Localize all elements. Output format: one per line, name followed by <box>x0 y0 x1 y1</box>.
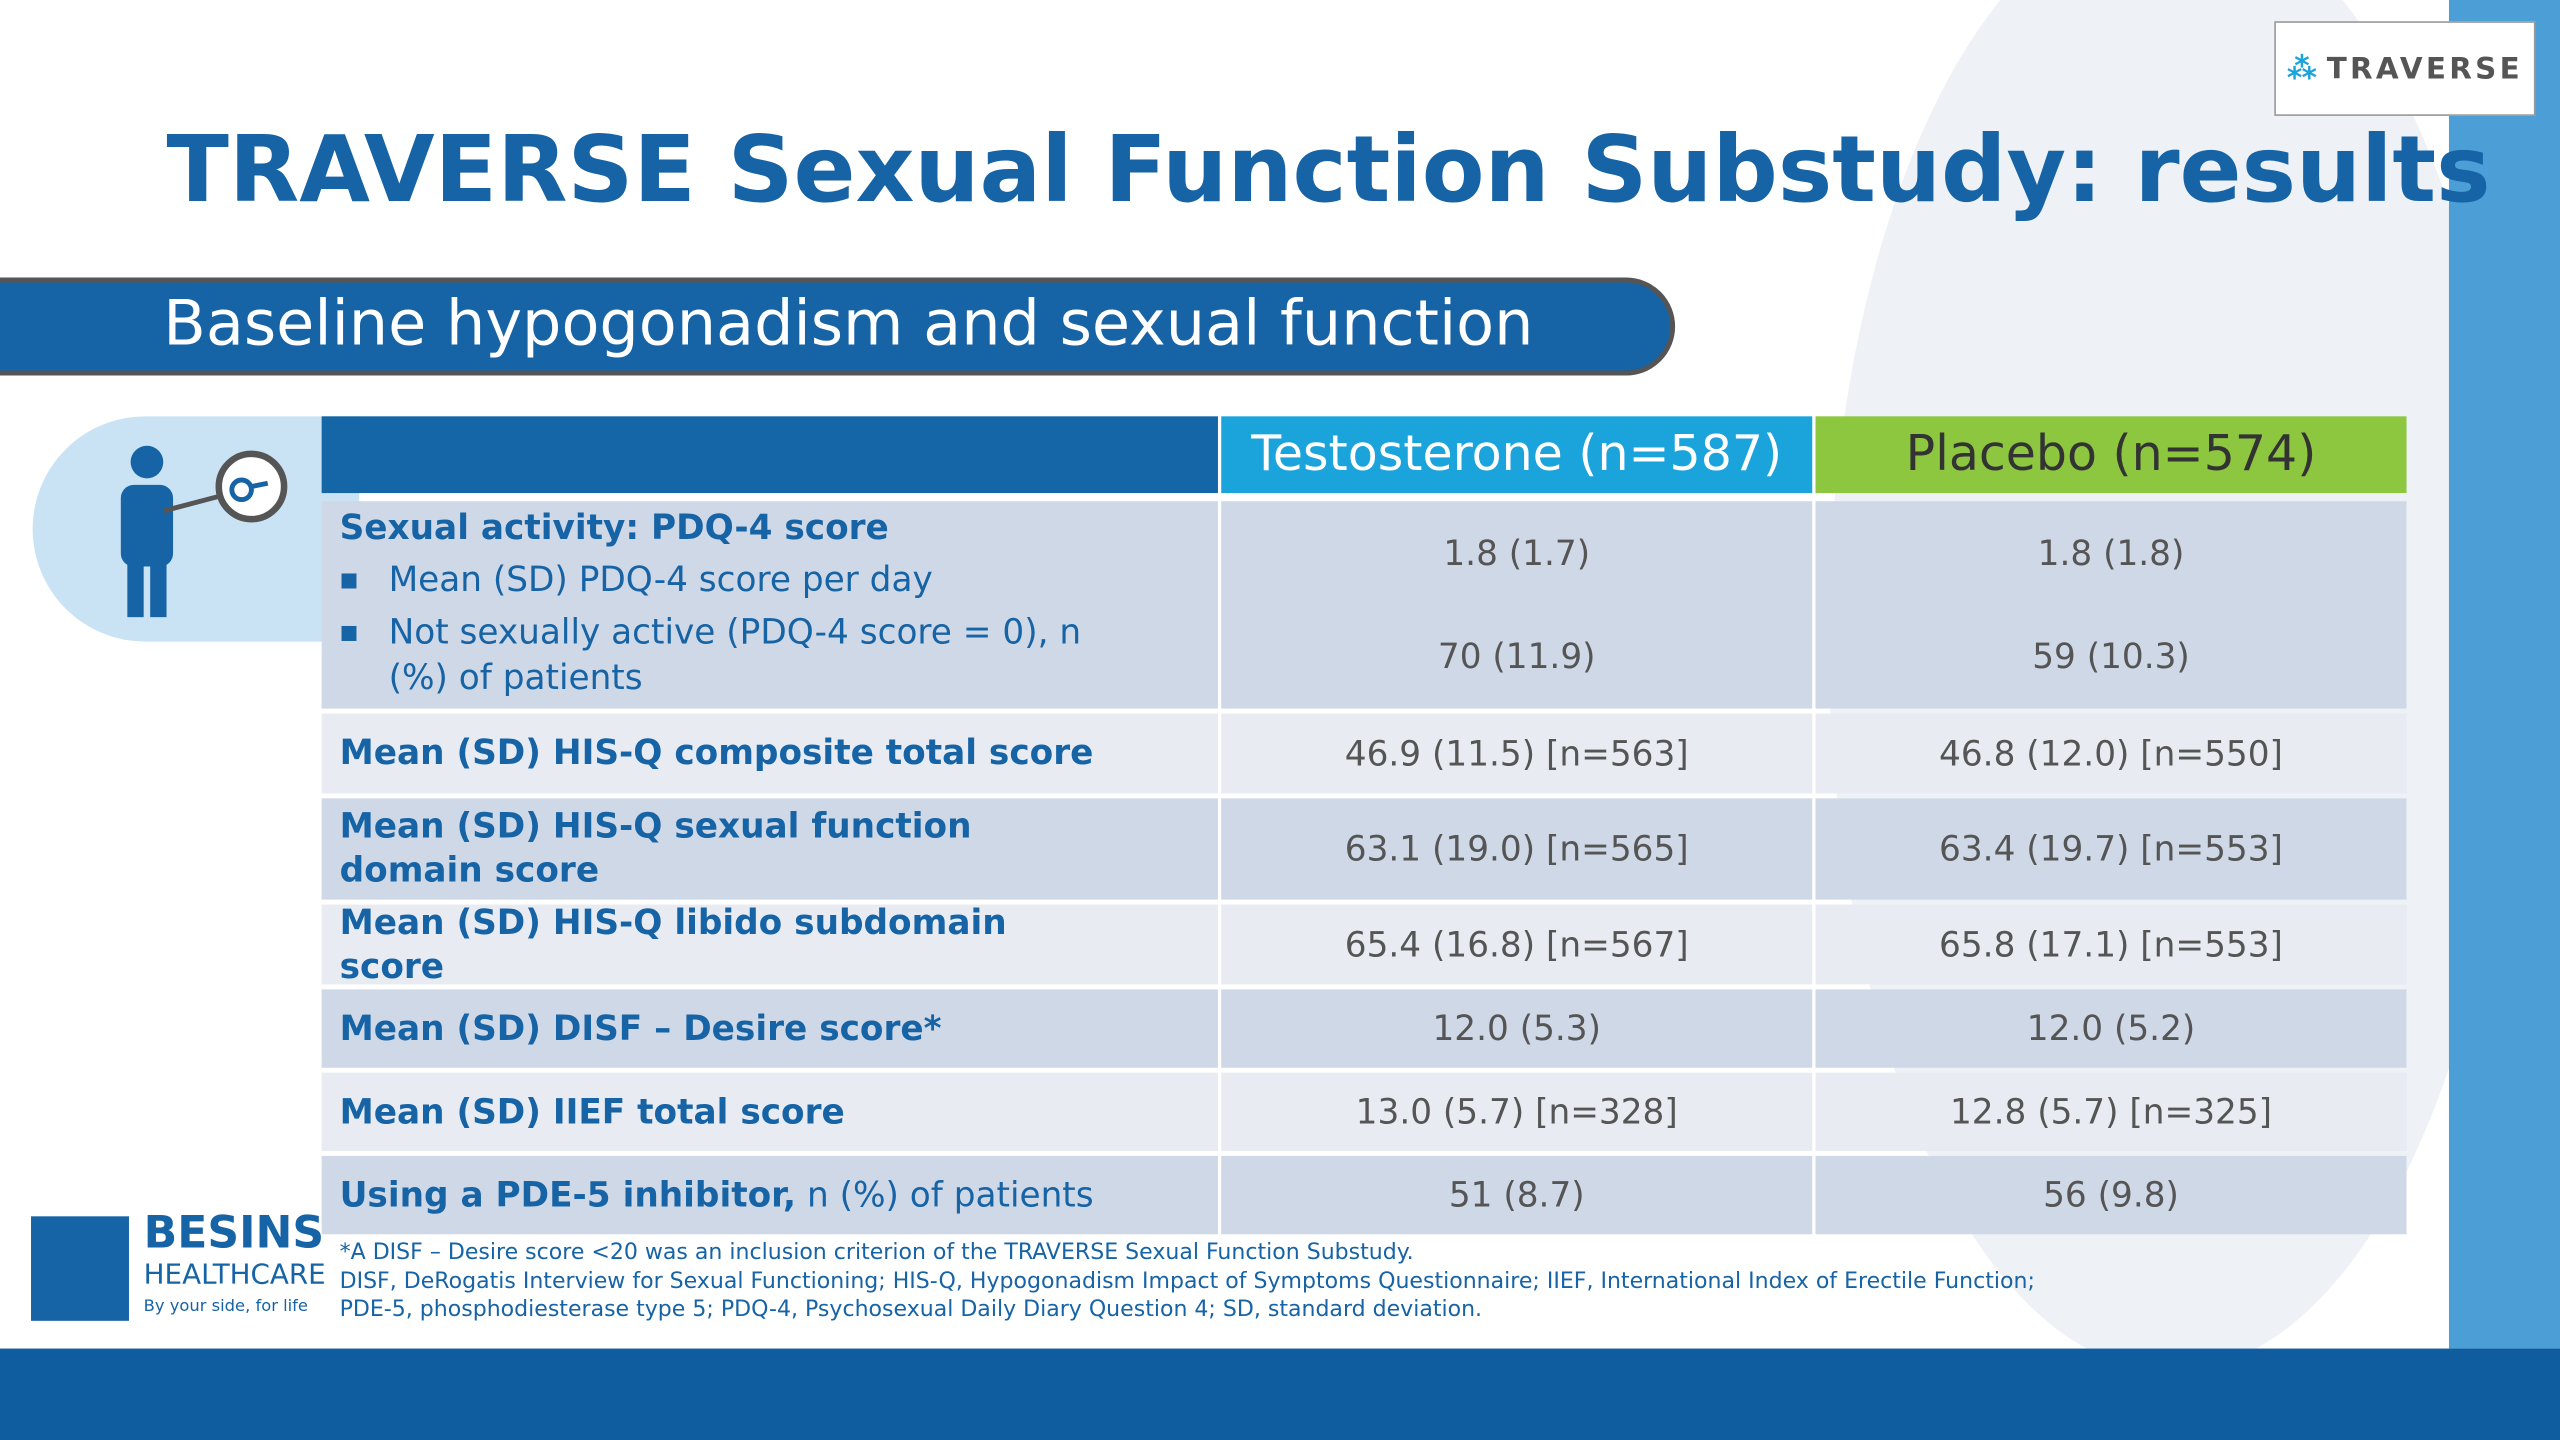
row-label: Mean (SD) DISF – Desire score* <box>321 989 1218 1068</box>
bottom-band <box>0 1348 2560 1440</box>
icon-bg <box>32 416 360 642</box>
value-cell: 46.9 (11.5) [n=563] <box>1221 713 1813 794</box>
row-label: Mean (SD) HIS-Q sexual function domain s… <box>321 798 1218 900</box>
label-line: Mean (SD) HIS-Q composite total score <box>340 731 1107 775</box>
column-header: Testosterone (n=587) <box>1251 426 1783 484</box>
bullet: ■ Mean (SD) PDQ-4 score per day <box>340 557 1107 603</box>
value-cell: 1.8 (1.8) 59 (10.3) <box>1815 501 2407 709</box>
header-cell: Testosterone (n=587) <box>1221 416 1813 494</box>
value-cell: 12.8 (5.7) [n=325] <box>1815 1072 2407 1152</box>
value: 65.4 (16.8) [n=567] <box>1344 924 1689 965</box>
label-line: Mean (SD) DISF – Desire score* <box>340 1007 1107 1051</box>
label-line: Mean (SD) HIS-Q libido subdomain score <box>340 900 1107 988</box>
header-cell <box>321 416 1218 494</box>
value: 46.8 (12.0) [n=550] <box>1939 733 2283 774</box>
label-text: Mean (SD) DISF – Desire score* <box>339 1008 942 1048</box>
footnote: PDE-5, phosphodiesterase type 5; PDQ-4, … <box>339 1296 1483 1323</box>
value: 70 (11.9) <box>1437 637 1596 677</box>
label-line: Mean (SD) HIS-Q sexual function domain s… <box>340 805 1107 893</box>
logo-tagline: By your side, for life <box>143 1297 308 1316</box>
bullet-mark: ■ <box>339 568 359 592</box>
row-label: Mean (SD) HIS-Q libido subdomain score <box>321 902 1218 985</box>
logo-sub: HEALTHCARE <box>143 1258 326 1292</box>
besins-mark <box>31 1216 129 1321</box>
value: 65.8 (17.1) [n=553] <box>1939 924 2283 965</box>
bullet-text: Not sexually active (PDQ-4 score = 0), n… <box>388 612 1082 698</box>
bullet-mark: ■ <box>339 620 359 644</box>
value: 63.4 (19.7) [n=553] <box>1939 829 2283 869</box>
value: 12.8 (5.7) [n=325] <box>1949 1092 2273 1132</box>
label-text: Mean (SD) HIS-Q composite total score <box>339 733 1094 773</box>
footnote: DISF, DeRogatis Interview for Sexual Fun… <box>339 1267 2035 1294</box>
value-cell: 51 (8.7) <box>1221 1155 1813 1235</box>
label-text: Mean (SD) HIS-Q libido subdomain score <box>339 902 1007 986</box>
label-line: Sexual activity: PDQ-4 score <box>340 506 1107 550</box>
value-cell: 13.0 (5.7) [n=328] <box>1221 1072 1813 1152</box>
header-cell: Placebo (n=574) <box>1815 416 2407 494</box>
value: 46.9 (11.5) [n=563] <box>1344 733 1689 774</box>
label-line: Mean (SD) IIEF total score <box>340 1090 1107 1134</box>
footnote: *A DISF – Desire score <20 was an inclus… <box>339 1239 1414 1266</box>
row-label: Sexual activity: PDQ-4 score ■ Mean (SD) P… <box>321 501 1218 709</box>
value-cell: 46.8 (12.0) [n=550] <box>1815 713 2407 794</box>
label-line: Using a PDE-5 inhibitor, n (%) of patien… <box>340 1173 1107 1217</box>
row-label: Mean (SD) HIS-Q composite total score <box>321 713 1218 794</box>
subtitle: Baseline hypogonadism and sexual functio… <box>163 287 1534 360</box>
value-cell: 63.1 (19.0) [n=565] <box>1221 798 1813 900</box>
value-cell: 56 (9.8) <box>1815 1155 2407 1235</box>
row-label: Mean (SD) IIEF total score <box>321 1072 1218 1152</box>
besins-logo: BESINS HEALTHCARE By your side, for life <box>144 1208 326 1316</box>
value: 59 (10.3) <box>2032 637 2190 677</box>
bullet-text: Mean (SD) PDQ-4 score per day <box>388 559 933 600</box>
value: 1.8 (1.7) <box>1443 533 1591 573</box>
value-cell: 65.4 (16.8) [n=567] <box>1221 904 1813 985</box>
value: 56 (9.8) <box>2043 1175 2179 1215</box>
value-cell: 1.8 (1.7) 70 (11.9) <box>1221 501 1813 709</box>
value: 63.1 (19.0) [n=565] <box>1344 829 1689 869</box>
person-icon <box>120 445 288 618</box>
label-text: Mean (SD) HIS-Q sexual function domain s… <box>339 806 972 890</box>
value-cell: 63.4 (19.7) [n=553] <box>1815 798 2407 900</box>
side-stripe <box>2448 0 2560 1349</box>
value: 12.0 (5.2) <box>2026 1008 2196 1049</box>
row-label: Using a PDE-5 inhibitor, n (%) of patien… <box>321 1155 1218 1235</box>
traverse-logo: ⁂ TRAVERSE <box>2274 21 2536 116</box>
column-header: Placebo (n=574) <box>1905 426 2317 484</box>
label-text: Mean (SD) IIEF total score <box>339 1091 845 1131</box>
value: 12.0 (5.3) <box>1432 1008 1601 1049</box>
label-note: n (%) of patients <box>796 1174 1094 1214</box>
subtitle-banner <box>0 277 1676 376</box>
logo-name: BESINS <box>143 1208 325 1259</box>
value-cell: 65.8 (17.1) [n=553] <box>1815 904 2407 985</box>
value: 13.0 (5.7) [n=328] <box>1355 1092 1678 1132</box>
value-cell: 12.0 (5.3) <box>1221 989 1813 1068</box>
value: 1.8 (1.8) <box>2037 533 2185 573</box>
label-text: Using a PDE-5 inhibitor, <box>339 1174 797 1214</box>
label-text: Sexual activity: PDQ-4 score <box>339 507 889 547</box>
title: TRAVERSE Sexual Function Substudy: resul… <box>166 117 2491 224</box>
value: 51 (8.7) <box>1448 1175 1585 1215</box>
footnotes: *A DISF – Desire score <20 was an inclus… <box>340 1239 2035 1325</box>
bullet: ■ Not sexually active (PDQ-4 score = 0), … <box>340 609 1107 700</box>
value-cell: 12.0 (5.2) <box>1815 989 2407 1068</box>
